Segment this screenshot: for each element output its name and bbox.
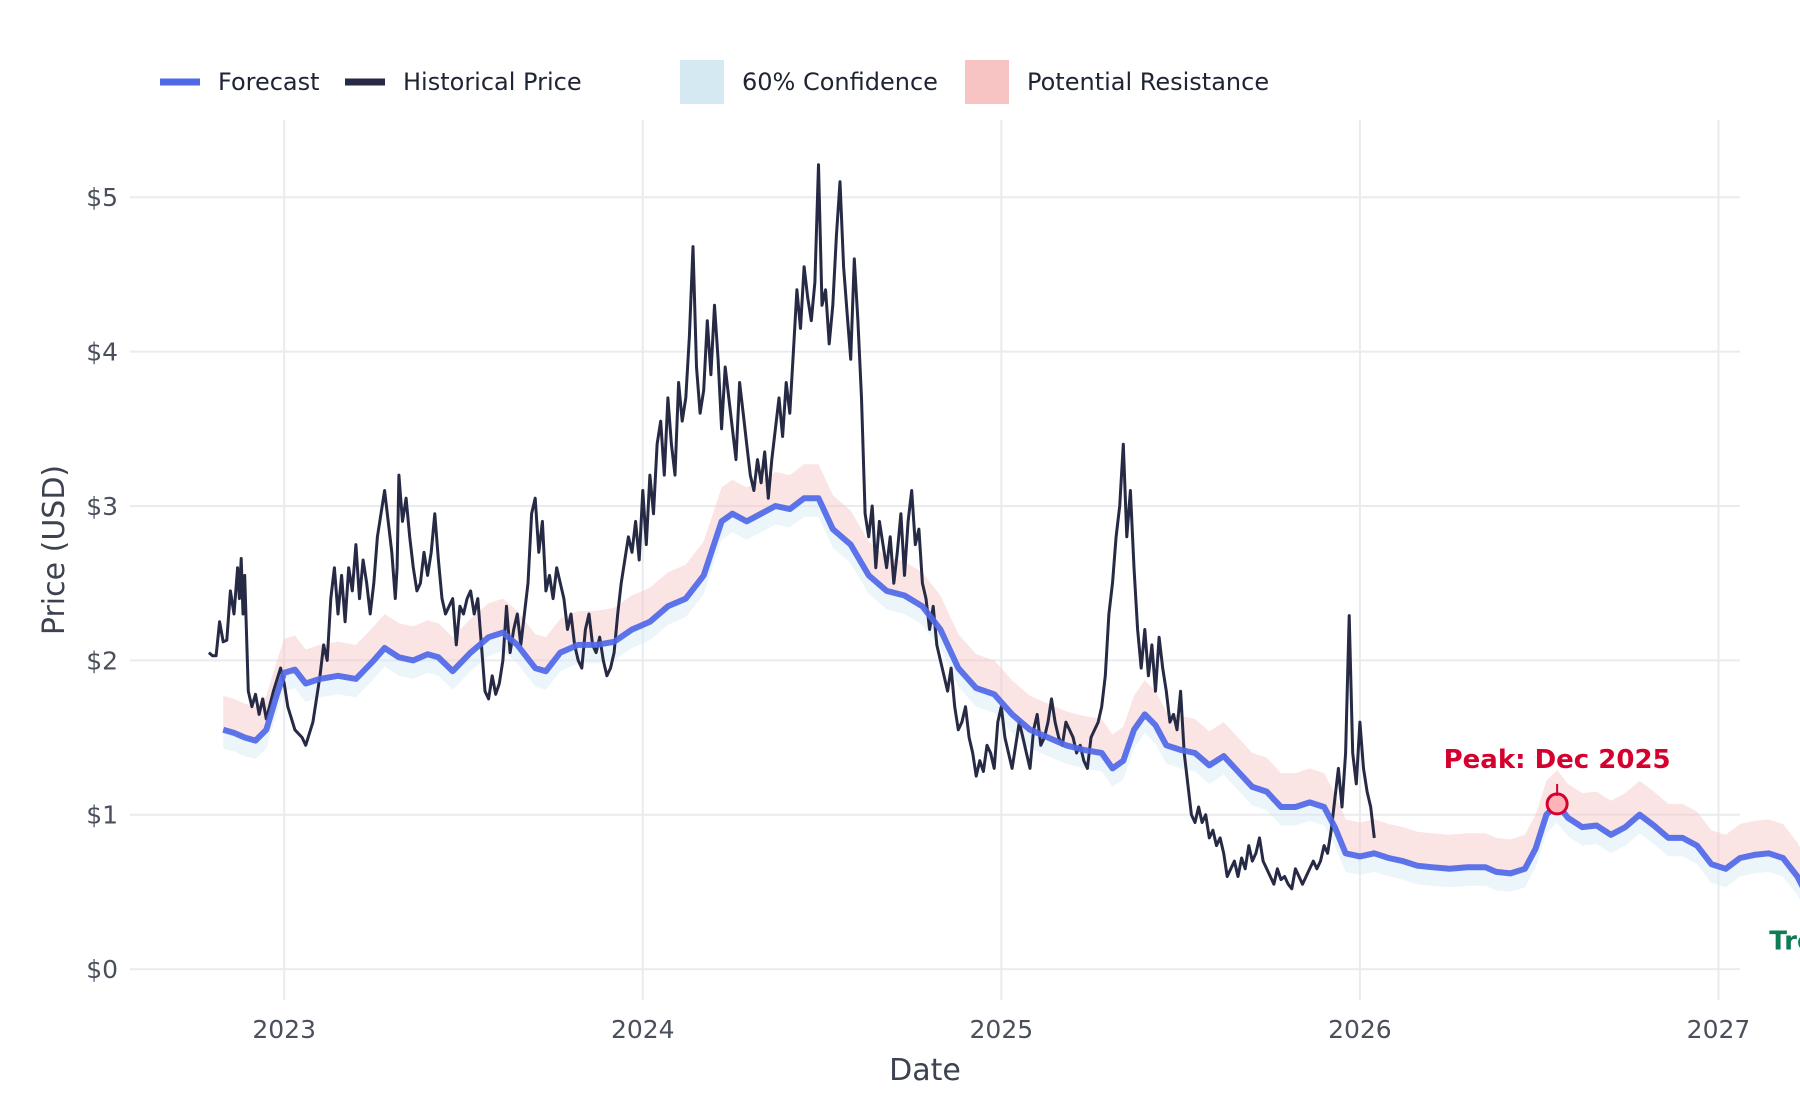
y-tick-label: $2 xyxy=(86,646,118,675)
annotations: Peak: Dec 2025 Trough: Sep 2026 xyxy=(1444,745,1800,957)
confidence-band xyxy=(223,498,1800,901)
y-tick-label: $0 xyxy=(86,955,118,984)
y-tick-label: $4 xyxy=(86,338,118,367)
x-axis-title: Date xyxy=(889,1053,961,1088)
grid xyxy=(130,120,1740,1000)
legend-swatch-patch xyxy=(965,60,1009,104)
legend-label: 60% Confidence xyxy=(742,68,938,96)
legend: Forecast Historical Price 60% Confidence Po… xyxy=(160,60,1269,104)
x-tick-label: 2026 xyxy=(1328,1015,1392,1044)
x-tick-label: 2023 xyxy=(252,1015,316,1044)
historical-price-line xyxy=(207,163,1376,891)
legend-label: Historical Price xyxy=(403,68,582,96)
legend-label: Forecast xyxy=(218,68,320,96)
trough-label: Trough: Sep 2026 xyxy=(1769,927,1800,957)
legend-swatch-patch xyxy=(680,60,724,104)
y-tick-label: $5 xyxy=(86,183,118,212)
axes: 2023 2024 2025 2026 2027 $0 $1 $2 $3 $4 $5 Date Pric… xyxy=(37,183,1750,1088)
y-tick-label: $3 xyxy=(86,492,118,521)
series xyxy=(207,163,1800,891)
peak-label: Peak: Dec 2025 xyxy=(1444,745,1671,775)
bands xyxy=(223,464,1800,901)
peak-marker xyxy=(1545,792,1569,816)
x-tick-label: 2027 xyxy=(1687,1015,1751,1044)
x-tick-label: 2024 xyxy=(611,1015,675,1044)
forecast-line xyxy=(222,495,1800,889)
y-axis-title: Price (USD) xyxy=(37,465,72,635)
legend-label: Potential Resistance xyxy=(1027,68,1269,96)
resistance-band xyxy=(223,464,1800,882)
x-tick-label: 2025 xyxy=(970,1015,1034,1044)
y-tick-label: $1 xyxy=(86,801,118,830)
